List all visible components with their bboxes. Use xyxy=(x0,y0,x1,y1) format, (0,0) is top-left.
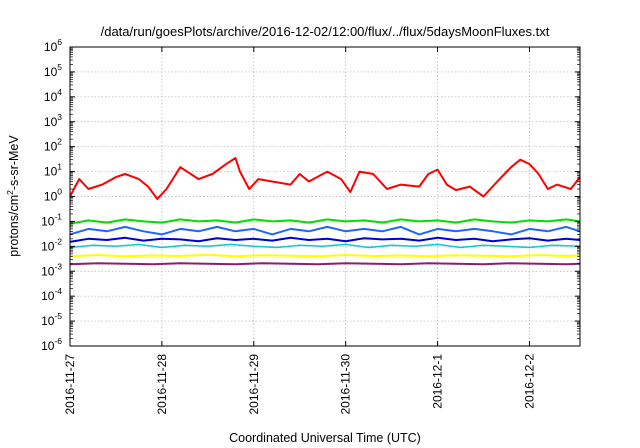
y-tick-label: 10-5 xyxy=(41,311,62,328)
y-tick-base: 10 xyxy=(41,339,55,353)
y-tick-exponent: 3 xyxy=(57,112,62,122)
y-tick-exponent: 2 xyxy=(57,137,62,147)
x-tick-label: 2016-11-29 xyxy=(247,354,261,415)
y-tick-base: 10 xyxy=(41,239,55,253)
y-tick-exponent: -1 xyxy=(54,211,62,221)
y-tick-exponent: 1 xyxy=(57,162,62,172)
x-tick-label: 2016-11-28 xyxy=(155,354,169,415)
y-tick-base: 10 xyxy=(41,264,55,278)
y-tick-label: 105 xyxy=(44,62,62,79)
y-tick-exponent: -2 xyxy=(54,236,62,246)
series-line-1 xyxy=(69,218,581,225)
y-tick-base: 10 xyxy=(44,90,58,104)
series-line-5 xyxy=(69,253,581,258)
x-tick-label: 2016-12-1 xyxy=(431,354,445,409)
y-tick-label: 10-2 xyxy=(41,236,62,253)
y-tick-label: 104 xyxy=(44,87,62,104)
y-tick-label: 10-3 xyxy=(41,261,62,278)
y-tick-exponent: -4 xyxy=(54,286,62,296)
y-axis-label-main: protons/cm xyxy=(7,195,21,257)
series-line-2 xyxy=(69,225,581,236)
y-tick-label: 101 xyxy=(44,162,62,179)
plot-frame xyxy=(69,46,581,347)
series-line-4 xyxy=(69,243,581,249)
y-tick-base: 10 xyxy=(44,65,58,79)
y-tick-base: 10 xyxy=(41,214,55,228)
series-group xyxy=(69,157,581,266)
chart-title: /data/run/goesPlots/archive/2016-12-02/1… xyxy=(101,24,550,39)
y-tick-exponent: 6 xyxy=(57,37,62,47)
y-tick-base: 10 xyxy=(44,190,58,204)
y-tick-label: 10-4 xyxy=(41,286,62,303)
x-axis: 2016-11-27 2016-11-28 2016-11-29 2016-11-30… xyxy=(63,47,536,415)
x-axis-label: Coordinated Universal Time (UTC) xyxy=(229,431,421,445)
y-axis-label: protons/cm2-s-sr-MeV xyxy=(5,135,21,257)
x-tick-label: 2016-11-30 xyxy=(339,354,353,415)
y-tick-base: 10 xyxy=(44,165,58,179)
y-tick-base: 10 xyxy=(44,40,58,54)
y-tick-label: 100 xyxy=(44,187,62,204)
y-tick-base: 10 xyxy=(44,140,58,154)
y-tick-label: 102 xyxy=(44,137,62,154)
y-tick-exponent: -5 xyxy=(54,311,62,321)
y-tick-base: 10 xyxy=(41,314,55,328)
y-tick-label: 10-1 xyxy=(41,211,62,228)
series-line-6 xyxy=(69,262,581,266)
y-tick-base: 10 xyxy=(41,289,55,303)
grid xyxy=(69,46,580,347)
y-axis-label-exponent: 2 xyxy=(5,190,15,195)
y-axis-label-rest: -s-sr-MeV xyxy=(7,135,21,191)
y-tick-label: 10-6 xyxy=(41,336,62,353)
y-tick-label: 106 xyxy=(44,37,62,54)
y-tick-exponent: 5 xyxy=(57,62,62,72)
y-tick-exponent: 0 xyxy=(57,187,62,197)
y-tick-base: 10 xyxy=(44,115,58,129)
y-axis: 10610510410310210110010-110-210-310-410-… xyxy=(41,37,580,353)
series-line-0 xyxy=(69,157,581,200)
series-line-3 xyxy=(69,236,581,243)
x-tick-label: 2016-11-27 xyxy=(63,354,77,415)
y-tick-label: 103 xyxy=(44,112,62,129)
x-tick-label: 2016-12-2 xyxy=(522,354,536,409)
y-tick-exponent: -6 xyxy=(54,336,62,346)
y-tick-exponent: 4 xyxy=(57,87,62,97)
y-tick-exponent: -3 xyxy=(54,261,62,271)
